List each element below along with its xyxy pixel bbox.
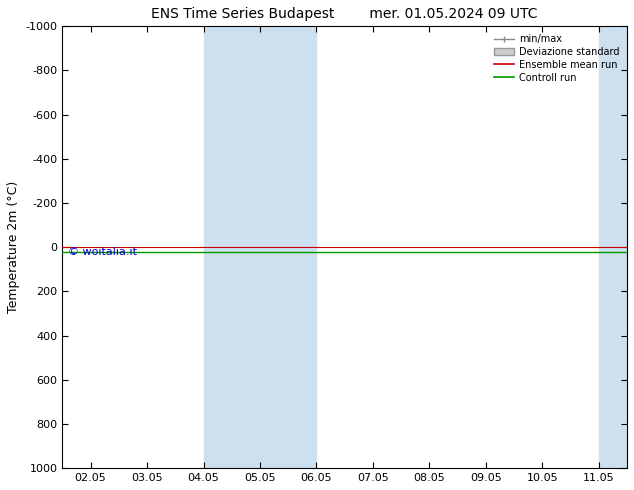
Title: ENS Time Series Budapest        mer. 01.05.2024 09 UTC: ENS Time Series Budapest mer. 01.05.2024… xyxy=(152,7,538,21)
Bar xyxy=(599,26,627,468)
Bar xyxy=(260,26,316,468)
Legend: min/max, Deviazione standard, Ensemble mean run, Controll run: min/max, Deviazione standard, Ensemble m… xyxy=(491,31,622,86)
Text: © woitalia.it: © woitalia.it xyxy=(68,246,137,257)
Bar xyxy=(204,26,260,468)
Y-axis label: Temperature 2m (°C): Temperature 2m (°C) xyxy=(7,181,20,314)
